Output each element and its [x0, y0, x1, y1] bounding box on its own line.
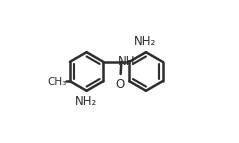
- Text: O: O: [115, 78, 125, 91]
- Text: CH₃: CH₃: [47, 77, 66, 87]
- Text: NH₂: NH₂: [133, 35, 156, 48]
- Text: NH₂: NH₂: [75, 95, 97, 108]
- Text: NH: NH: [118, 55, 136, 68]
